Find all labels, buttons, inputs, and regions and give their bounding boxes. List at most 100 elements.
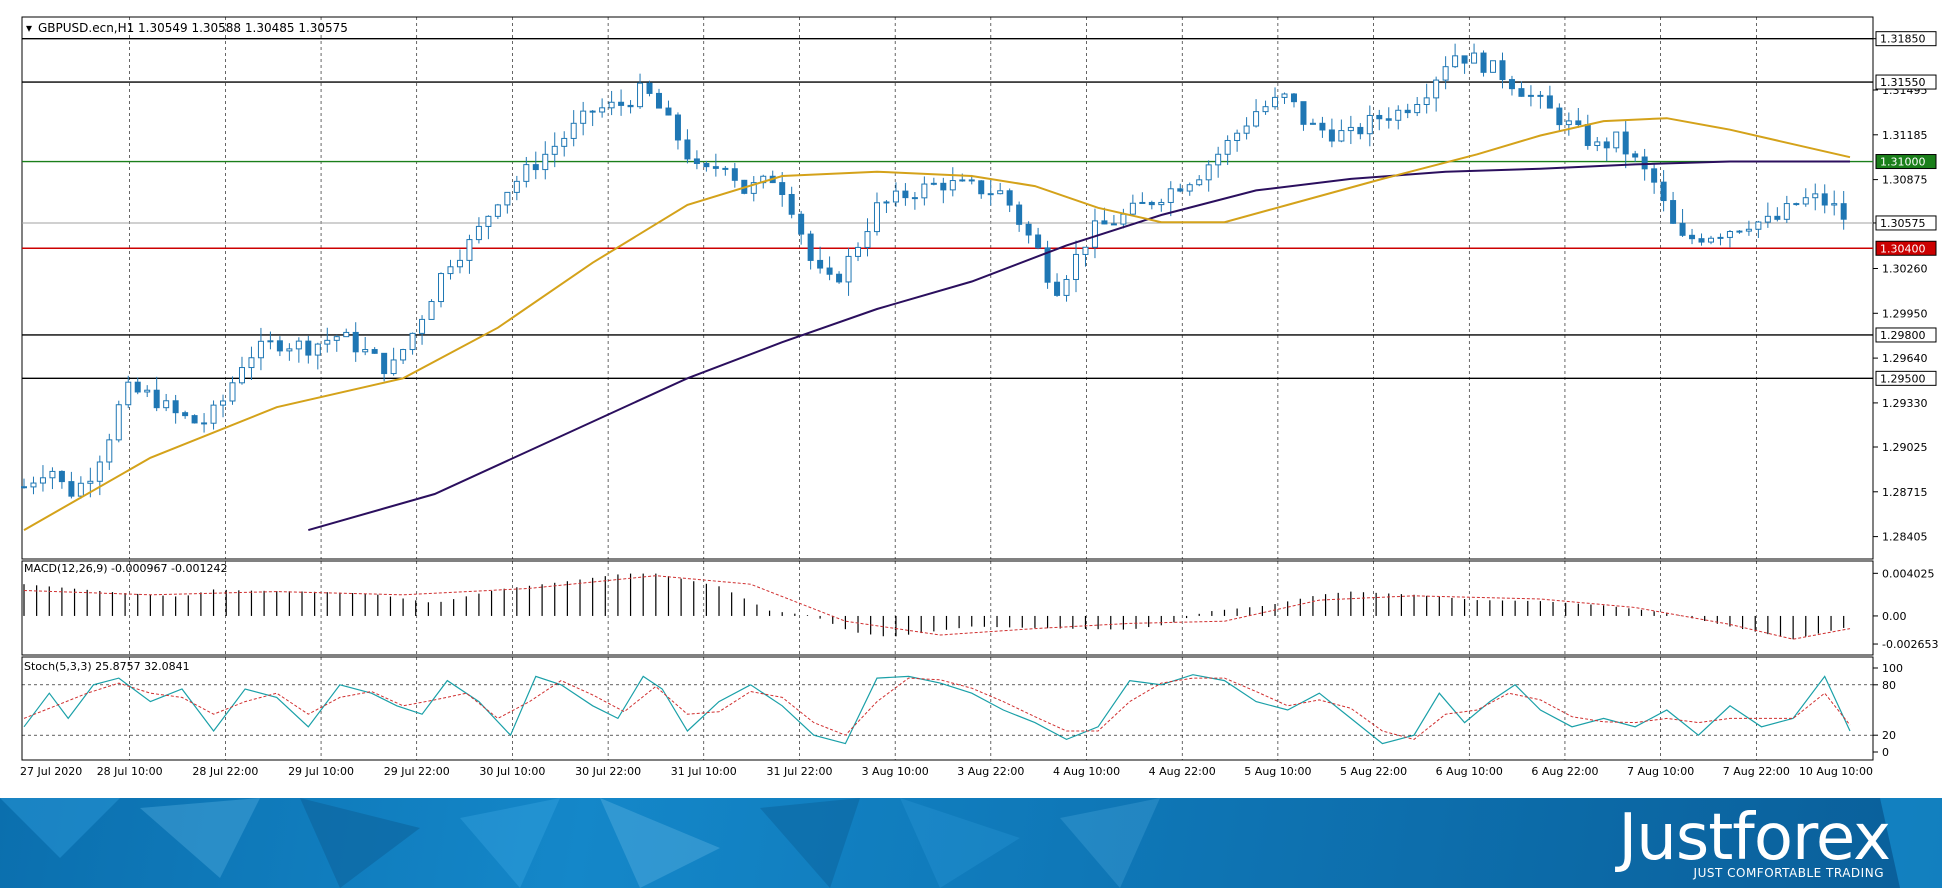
candle-body	[1158, 201, 1165, 206]
dropdown-triangle-icon[interactable]: ▾	[26, 21, 32, 35]
candle-body	[1243, 125, 1250, 134]
candle-body	[144, 389, 151, 393]
candle-body	[153, 389, 160, 409]
candle-body	[438, 273, 445, 303]
candle-body	[115, 404, 122, 441]
candle-body	[504, 191, 511, 206]
macd-y-ticks: 0.004025 0.00 -0.002653	[1873, 567, 1938, 651]
candle-body	[1148, 201, 1155, 206]
x-tick-label: 30 Jul 10:00	[479, 765, 545, 778]
candle-body	[1537, 94, 1544, 97]
price-tick-label: 1.30875	[1882, 174, 1928, 187]
price-tick-label: 1.29640	[1882, 352, 1928, 365]
price-chart[interactable]: 1.318501.314951.311851.308751.305751.302…	[0, 0, 1942, 798]
candle-body	[570, 122, 577, 139]
macd-tick-label: 0.004025	[1882, 567, 1935, 580]
macd-pane	[21, 560, 1874, 656]
candle-body	[485, 215, 492, 227]
price-tick-label: 1.31185	[1882, 129, 1928, 142]
ma-fast-line	[23, 117, 1851, 531]
candle-body	[523, 164, 530, 182]
candle-body	[949, 180, 956, 191]
candle-body	[1698, 238, 1705, 243]
candle-body	[1186, 184, 1193, 192]
brand-logo: Justforex	[1618, 801, 1891, 875]
candle-body	[1442, 66, 1449, 81]
x-tick-label: 3 Aug 22:00	[957, 765, 1024, 778]
candle-body	[836, 273, 843, 283]
candle-body	[220, 400, 227, 406]
candle-body	[248, 357, 255, 369]
candle-body	[892, 190, 899, 203]
candle-body	[238, 367, 245, 384]
candle-body	[333, 336, 340, 341]
price-tick-label: 1.29330	[1882, 397, 1928, 410]
candle-body	[532, 164, 539, 171]
candle-body	[1423, 97, 1430, 105]
candle-body	[1357, 126, 1364, 135]
candle-body	[1091, 220, 1098, 248]
candle-body	[655, 92, 662, 109]
candle-body	[911, 197, 918, 200]
candle-body	[1726, 231, 1733, 238]
candle-body	[542, 153, 549, 171]
x-tick-label: 5 Aug 22:00	[1340, 765, 1407, 778]
x-tick-label: 6 Aug 22:00	[1531, 765, 1598, 778]
candle-body	[362, 349, 369, 353]
candle-body	[1177, 188, 1184, 192]
candle-body	[1745, 228, 1752, 232]
candle-body	[1338, 130, 1345, 142]
candle-body	[456, 259, 463, 268]
candle-body	[798, 213, 805, 235]
stoch-tick-label: 100	[1882, 662, 1903, 675]
candle-body	[419, 318, 426, 334]
stoch-pane	[21, 656, 1874, 761]
candle-body	[1707, 237, 1714, 243]
candle-body	[826, 267, 833, 275]
level-price-label: 1.30400	[1880, 242, 1926, 255]
candle-body	[703, 162, 710, 168]
candle-body	[106, 439, 113, 463]
candle-body	[864, 231, 871, 248]
stoch-y-ticks: 100 80 20 0	[1873, 662, 1903, 759]
candle-body	[134, 381, 141, 393]
stoch-tick-label: 80	[1882, 679, 1896, 692]
candle-body	[30, 482, 37, 488]
candle-body	[409, 332, 416, 351]
candle-body	[49, 470, 56, 479]
price-tick-label: 1.28715	[1882, 486, 1928, 499]
candle-body	[1215, 153, 1222, 166]
candle-body	[1253, 111, 1260, 127]
candle-body	[1016, 204, 1023, 225]
candle-body	[1376, 114, 1383, 120]
candle-body	[1272, 96, 1279, 108]
stoch-tick-label: 20	[1882, 729, 1896, 742]
candle-body	[1821, 193, 1828, 206]
candle-body	[96, 461, 103, 482]
candle-body	[1774, 215, 1781, 220]
candle-body	[712, 166, 719, 169]
macd-label: MACD(12,26,9) -0.000967 -0.001242	[24, 562, 227, 575]
candle-body	[314, 343, 321, 356]
candle-body	[1234, 132, 1241, 141]
stoch-vertical-grid	[129, 657, 1757, 760]
candle-body	[722, 167, 729, 170]
candle-body	[551, 145, 558, 155]
candle-body	[276, 340, 283, 352]
candle-body	[191, 415, 198, 424]
candle-body	[750, 182, 757, 194]
candle-body	[1395, 109, 1402, 121]
candle-body	[665, 107, 672, 116]
candle-body	[1404, 109, 1411, 114]
candle-body	[210, 404, 217, 424]
symbol-label: GBPUSD.ecn,H1	[38, 21, 134, 35]
candle-body	[1546, 95, 1553, 109]
candle-body	[466, 239, 473, 261]
candle-body	[902, 190, 909, 199]
candle-body	[68, 481, 75, 497]
banner-pattern	[0, 798, 1942, 888]
candle-body	[693, 158, 700, 164]
candle-body	[352, 331, 359, 353]
candle-body	[201, 422, 208, 425]
candle-body	[447, 266, 454, 275]
